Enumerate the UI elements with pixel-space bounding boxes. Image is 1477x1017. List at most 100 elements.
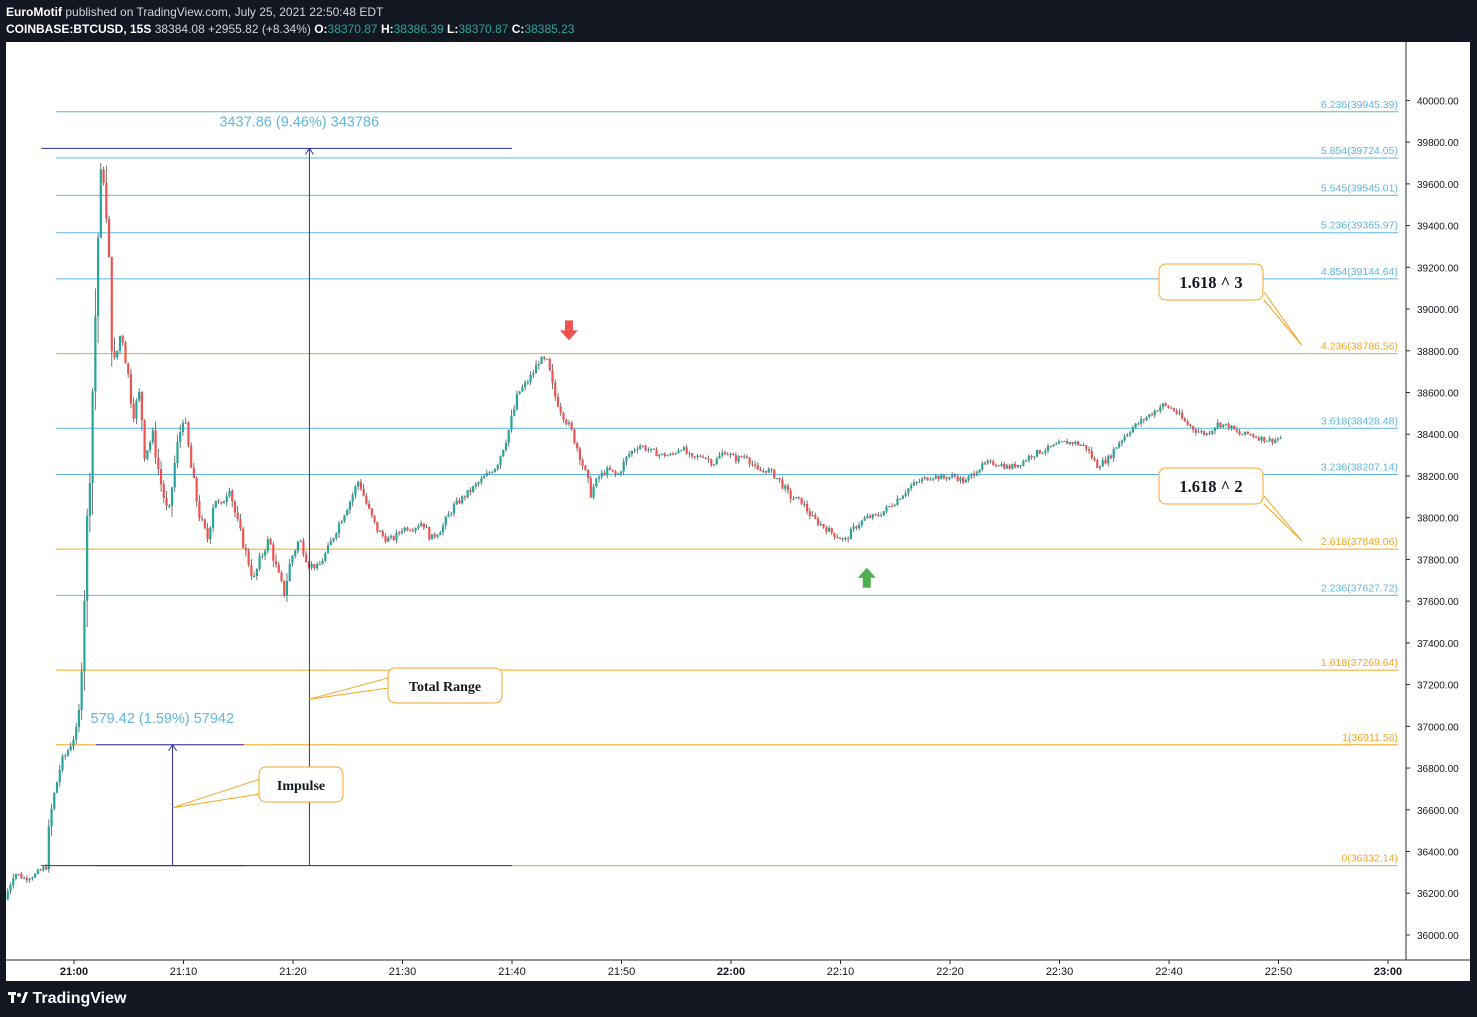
tradingview-logo[interactable]: TradingView [8,990,126,1008]
candle-up [64,755,67,757]
candle-up [545,358,549,360]
candle-up [712,464,716,466]
candle-up [414,528,417,531]
measure-label: 579.42 (1.59%) 57942 [91,711,235,727]
candle-down [157,457,160,470]
candle-down [469,490,472,492]
candle-up [1197,431,1200,433]
candle-up [510,415,513,430]
candle-up [934,475,937,479]
candle-up [636,448,639,451]
candle-down [997,465,1000,467]
candle-up [940,475,943,480]
candle-down [1038,450,1041,454]
candle-down [1219,422,1222,428]
candle-down [1156,410,1159,412]
candle-down [701,456,705,458]
candle-down [1252,434,1255,437]
candle-down [808,511,811,517]
candle-up [1123,436,1126,441]
candle-down [699,455,702,457]
candle-up [14,874,18,879]
candle-down [129,373,133,404]
candle-down [994,465,998,467]
candle-down [121,336,124,343]
candle-down [822,524,825,528]
candle-up [488,472,491,474]
candle-up [53,792,56,809]
candle-down [242,528,245,548]
candle-up [696,455,699,458]
candle-up [1035,450,1039,457]
candle-up [263,551,267,556]
candle-up [151,430,154,443]
candle-down [162,484,165,498]
candle-down [704,457,707,459]
price-chart[interactable]: 6.236(39945.39) 5.854(39724.05) 5.545(3954… [6,42,1470,981]
candle-down [693,456,696,458]
candle-up [288,563,291,581]
candle-down [1233,425,1236,430]
candle-up [420,523,423,527]
candle-up [324,553,327,562]
candle-down [1066,440,1069,445]
candle-down [1172,408,1176,411]
candle-up [852,526,855,530]
candle-up [1205,433,1208,435]
measure-label: 3437.86 (9.46%) 343786 [219,114,379,130]
candle-up [606,467,609,476]
candle-down [1246,431,1249,435]
candle-down [39,869,42,871]
candle-up [879,515,883,517]
candle-down [825,527,828,532]
candle-up [173,463,176,488]
callout-pointer [1263,291,1303,346]
callout-box [258,766,344,803]
candle-up [920,478,924,482]
candle-down [1003,464,1006,469]
low-value: 38370.87 [458,22,509,36]
candle-up [1222,424,1225,428]
price-axis[interactable] [1406,42,1470,960]
candle-up [649,448,653,451]
candle-up [1159,407,1162,412]
fib-level-label: 1.618(37269.64) [1321,657,1398,669]
candle-up [762,470,765,472]
y-tick-label: 37800.00 [1417,555,1459,566]
candle-down [1150,414,1154,416]
candle-down [945,478,948,480]
candle-up [910,485,913,489]
candle-down [972,473,976,476]
candle-up [466,490,469,498]
candle-up [1027,455,1030,461]
time-axis[interactable] [6,960,1470,981]
candle-up [622,461,625,472]
candle-up [6,891,9,900]
candle-down [113,351,116,358]
candle-up [253,575,256,577]
candle-down [381,531,384,536]
candle-up [682,447,686,451]
candle-down [368,503,371,509]
candle-up [767,468,770,473]
candle-down [663,453,666,457]
candle-up [1148,414,1151,418]
candle-up [521,386,524,392]
y-tick-label: 38600.00 [1417,389,1459,400]
candle-up [1131,427,1134,433]
callouts-group: 1.618 ^ 3 1.618 ^ 2 Total Range Impulse [172,263,1303,809]
candle-up [1005,465,1009,469]
candle-up [1022,460,1025,466]
candle-down [814,514,817,519]
author-name[interactable]: EuroMotif [6,5,62,19]
candle-up [1068,442,1072,445]
candle-down [184,422,187,424]
candle-up [389,536,393,538]
candle-down [789,490,792,499]
candle-up [58,770,61,783]
candle-up [315,564,319,569]
callout-text: Total Range [409,680,481,695]
candle-down [313,563,316,569]
candle-up [981,463,984,470]
candle-down [1235,429,1238,432]
